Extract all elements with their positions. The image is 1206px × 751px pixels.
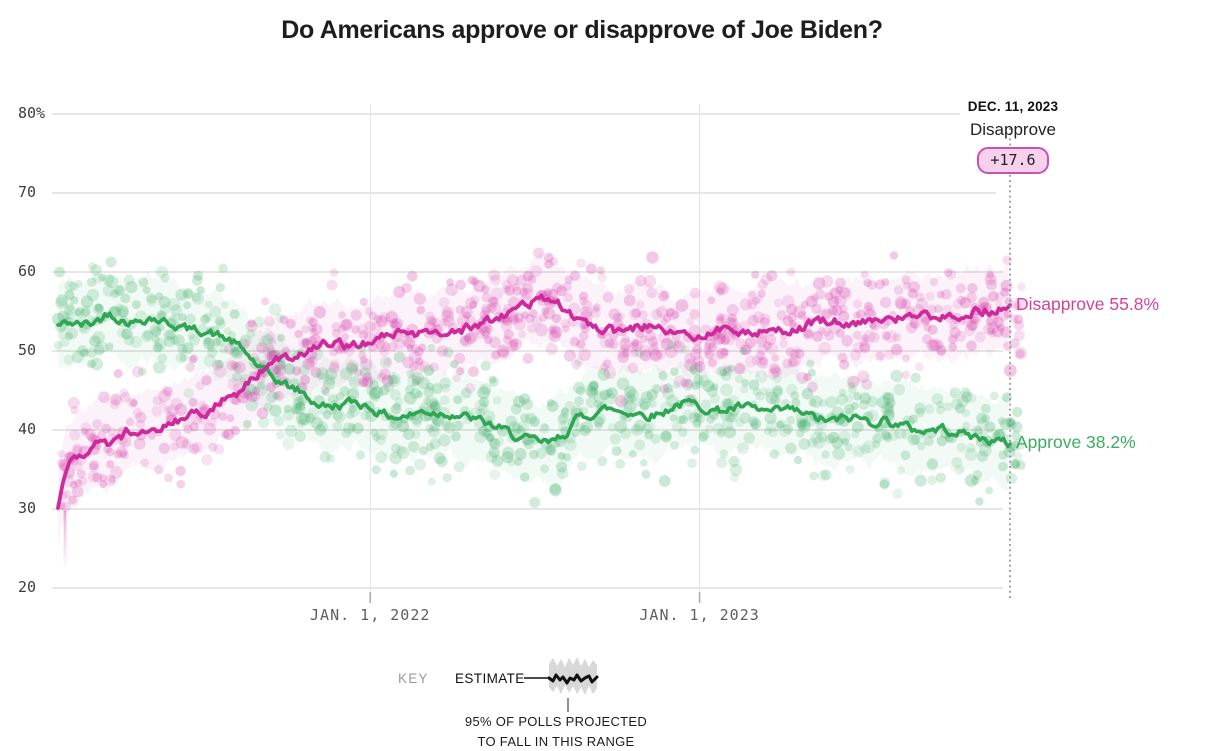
latest-value-annotation: DEC. 11, 2023 Disapprove +17.6	[928, 99, 1098, 174]
band-caption-line1: 95% OF POLLS PROJECTED	[464, 714, 648, 729]
x-axis-label: JAN. 1, 2022	[310, 606, 431, 624]
annotation-series: Disapprove	[970, 120, 1056, 139]
disapprove-estimate-line	[56, 293, 1012, 510]
y-axis-label: 80%	[18, 104, 46, 122]
projection-bands	[58, 251, 1009, 549]
poll-scatter-dots	[52, 247, 1028, 512]
y-axis-label: 30	[18, 499, 37, 517]
y-axis-label: 60	[18, 262, 37, 280]
y-axis-label: 40	[18, 420, 37, 438]
key-label: KEY	[398, 671, 429, 686]
x-axis-label: JAN. 1, 2023	[639, 606, 760, 624]
estimate-line-squiggle	[547, 673, 599, 685]
band-caption-line2: TO FALL IN THIS RANGE	[477, 734, 635, 750]
page-title: Do Americans approve or disapprove of Jo…	[281, 16, 883, 44]
annotation-date: DEC. 11, 2023	[967, 99, 1059, 114]
margin-badge: +17.6	[977, 147, 1049, 174]
y-axis-label: 70	[18, 183, 37, 201]
vertical-gridlines	[369, 104, 701, 600]
estimate-lines	[56, 293, 1012, 510]
horizontal-gridlines	[52, 113, 1003, 589]
y-axis-label: 50	[18, 341, 37, 359]
approve-estimate-line	[56, 311, 1012, 449]
estimate-key-icon	[524, 657, 599, 712]
estimate-label: ESTIMATE	[455, 671, 525, 686]
band-caption: 95% OF POLLS PROJECTED TO FALL IN THIS R…	[426, 712, 686, 751]
approve-series-label: Approve 38.2%	[1016, 432, 1136, 452]
y-axis-label: 20	[18, 578, 37, 596]
estimate-band-shape	[549, 657, 597, 695]
disapprove-series-label: Disapprove 55.8%	[1016, 294, 1159, 314]
x-axis-tick-marks	[369, 592, 701, 603]
disapprove-start-uncertainty-streak	[63, 510, 67, 571]
